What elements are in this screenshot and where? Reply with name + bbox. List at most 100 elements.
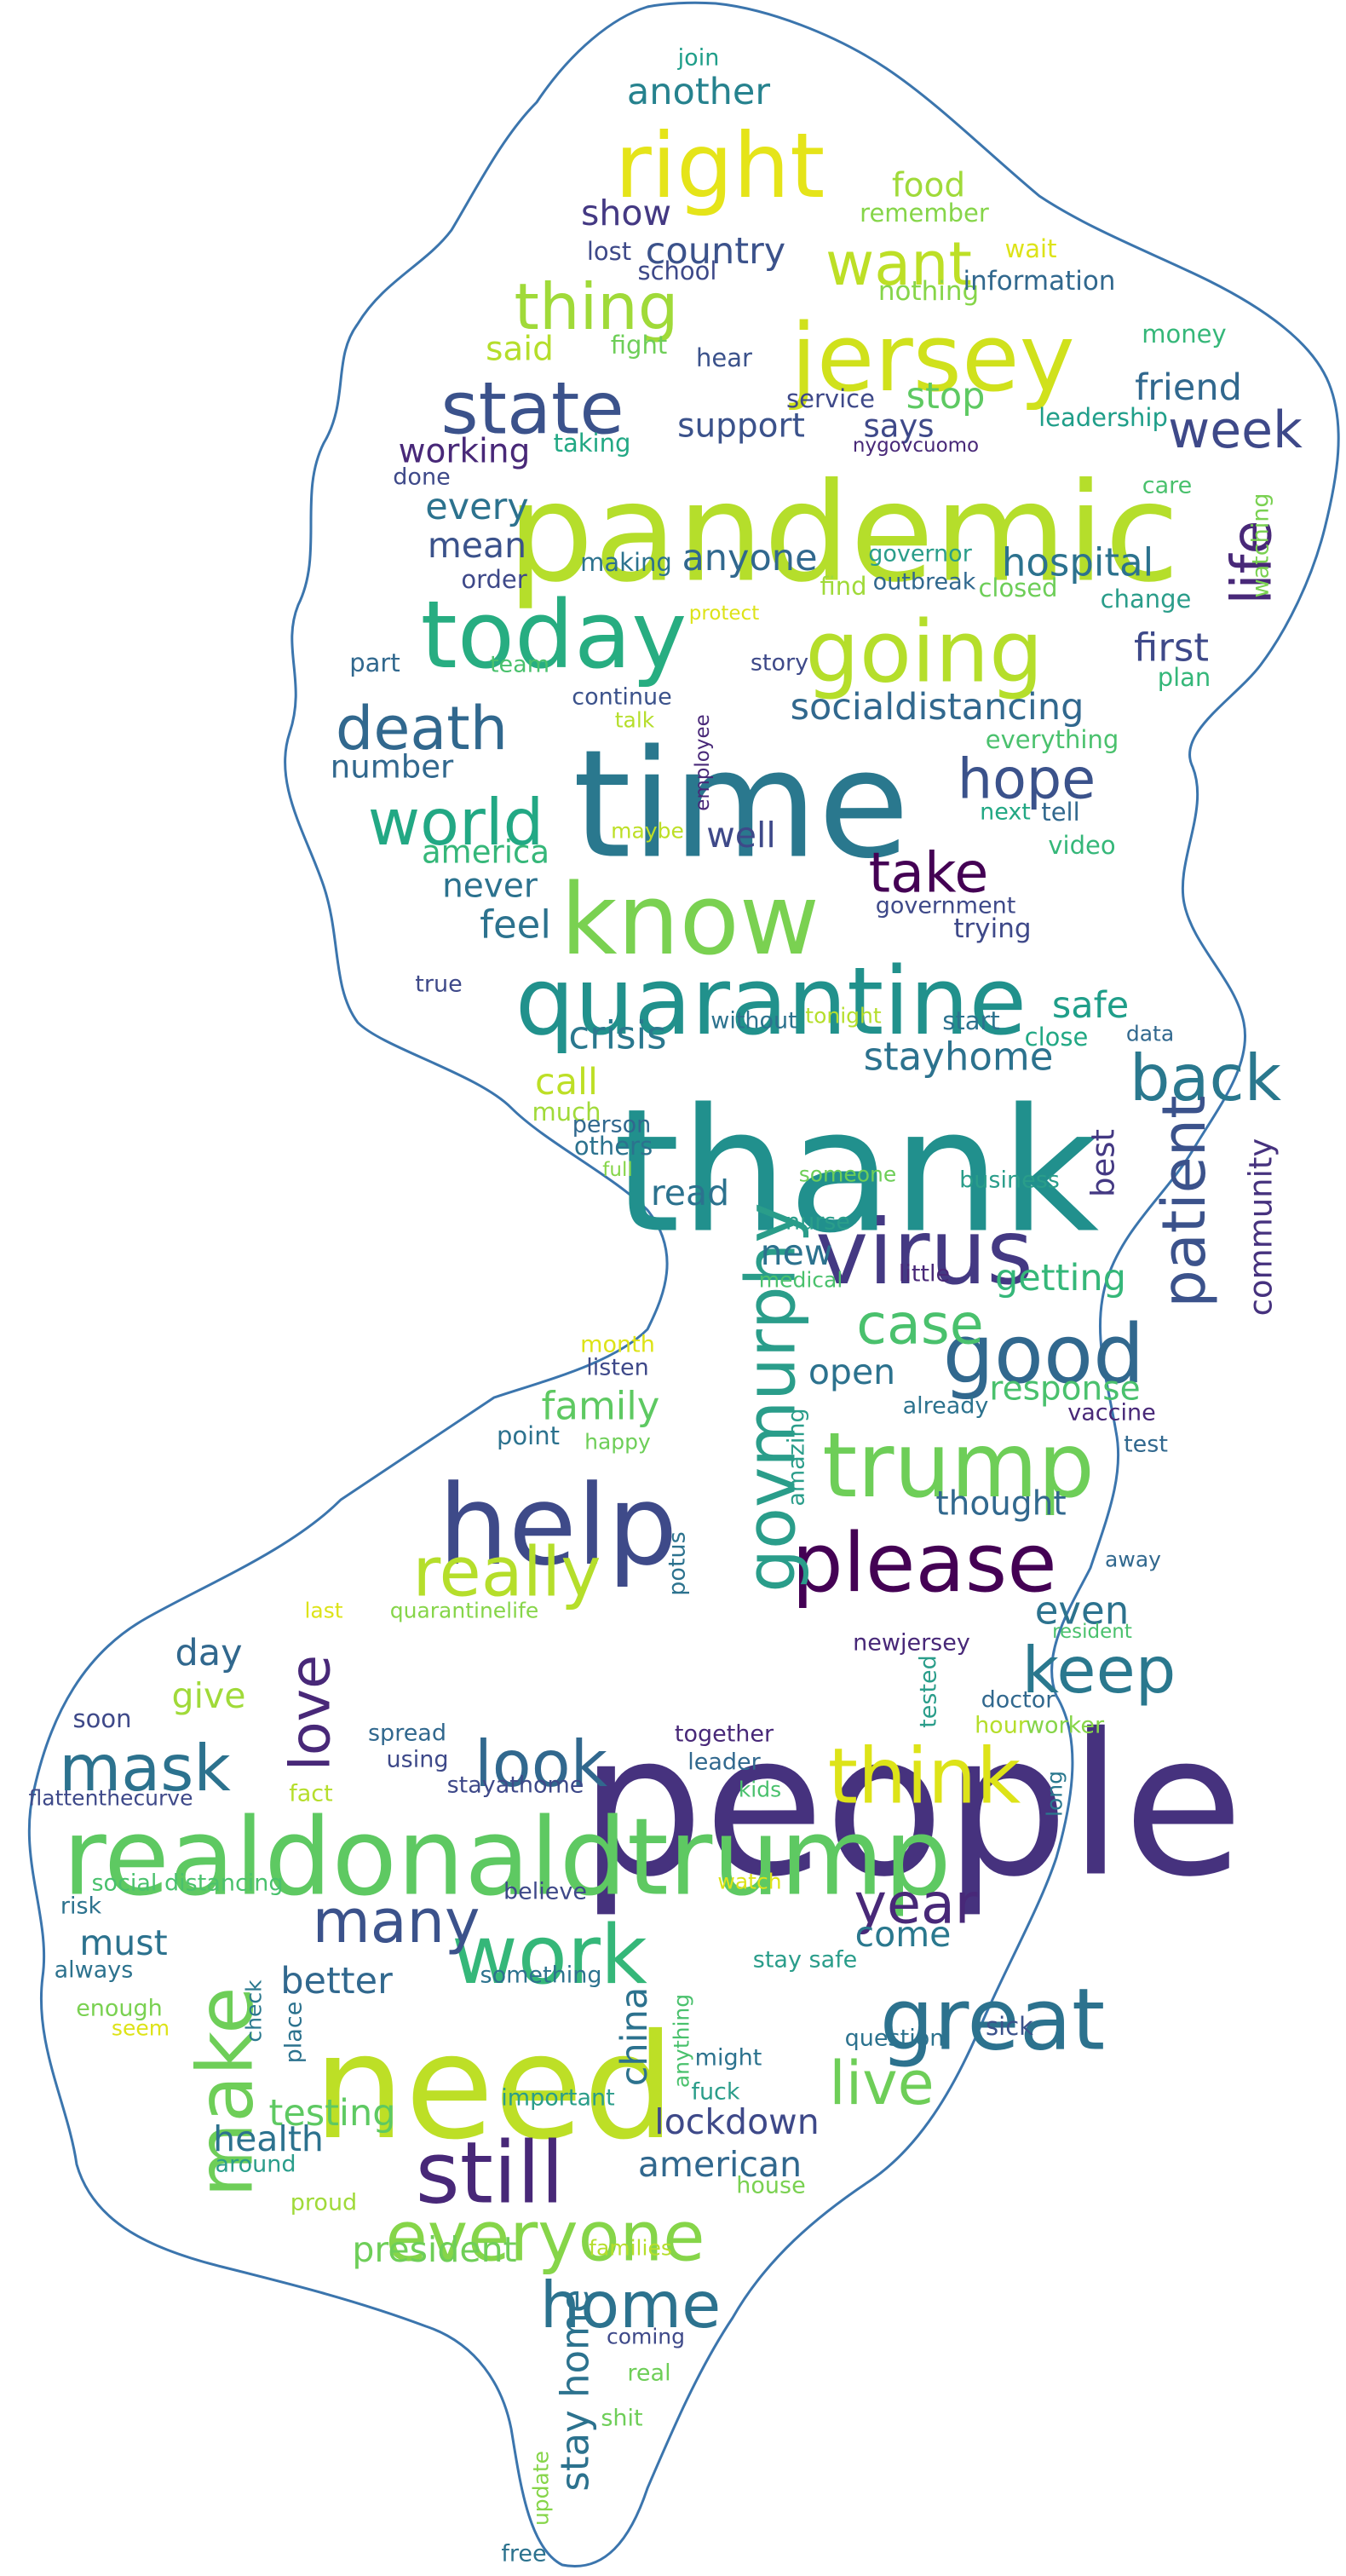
- cloud-word: mask: [59, 1731, 231, 1806]
- cloud-word: patient: [1149, 1095, 1219, 1307]
- cloud-word: keep: [1022, 1633, 1176, 1708]
- cloud-word: shit: [601, 2406, 642, 2432]
- cloud-word: house: [736, 2173, 805, 2199]
- cloud-word: without: [710, 1008, 797, 1034]
- cloud-word: death: [336, 694, 508, 764]
- cloud-word: give: [172, 1675, 246, 1716]
- cloud-word: employee: [692, 714, 714, 811]
- cloud-word: watch: [717, 1870, 781, 1894]
- cloud-word: test: [1124, 1432, 1168, 1458]
- cloud-word: join: [677, 45, 720, 72]
- cloud-word: spread: [368, 1720, 446, 1747]
- cloud-word: check: [242, 1980, 267, 2043]
- cloud-word: much: [532, 1098, 601, 1127]
- cloud-word: working: [399, 433, 531, 471]
- cloud-word: says: [863, 408, 934, 445]
- cloud-word: story: [751, 650, 808, 677]
- cloud-word: start: [942, 1006, 1000, 1035]
- cloud-word: many: [313, 1887, 480, 1956]
- cloud-word: care: [1142, 473, 1193, 499]
- cloud-word: coming: [607, 2325, 685, 2349]
- cloud-word: govmurphy: [732, 1202, 811, 1592]
- cloud-word: new: [761, 1232, 833, 1273]
- cloud-word: service: [786, 384, 875, 413]
- cloud-word: amazing: [784, 1408, 810, 1506]
- cloud-word: talk: [615, 708, 655, 733]
- cloud-word: food: [892, 167, 965, 205]
- cloud-word: everything: [986, 725, 1119, 754]
- cloud-word: question: [845, 2026, 945, 2052]
- cloud-word: vaccine: [1067, 1400, 1155, 1426]
- cloud-word: community: [1243, 1138, 1280, 1317]
- cloud-word: anyone: [682, 537, 817, 579]
- cloud-word: getting: [995, 1257, 1126, 1300]
- cloud-word: american: [638, 2144, 802, 2185]
- cloud-word: important: [501, 2085, 614, 2112]
- cloud-word: pandemic: [507, 453, 1179, 613]
- cloud-word: closed: [978, 573, 1057, 602]
- cloud-word: show: [581, 193, 671, 233]
- cloud-word: want: [825, 229, 972, 299]
- cloud-word: virus: [815, 1201, 1033, 1305]
- cloud-word: nygovcuomo: [853, 435, 979, 457]
- cloud-word: away: [1105, 1547, 1161, 1572]
- cloud-word: right: [615, 114, 825, 218]
- cloud-word: video: [1048, 831, 1115, 860]
- cloud-word: update: [529, 2451, 554, 2526]
- cloud-word: next: [980, 799, 1031, 826]
- cloud-word: listen: [586, 1355, 648, 1381]
- cloud-word: day: [175, 1632, 242, 1674]
- cloud-word: back: [1130, 1040, 1282, 1115]
- cloud-word: little: [899, 1261, 950, 1288]
- cloud-word: tested: [916, 1655, 942, 1728]
- cloud-word: social distancing: [91, 1870, 283, 1897]
- cloud-word: already: [903, 1393, 989, 1420]
- cloud-word: realdonaldtrump: [62, 1796, 951, 1920]
- cloud-word: find: [820, 572, 866, 601]
- cloud-word: enough: [76, 1996, 163, 2022]
- cloud-word: leadership: [1038, 403, 1168, 432]
- cloud-word: school: [638, 256, 717, 285]
- cloud-word: hospital: [1002, 540, 1153, 585]
- cloud-word: flattenthecurve: [29, 1786, 193, 1811]
- cloud-word: taking: [554, 429, 631, 458]
- cloud-word: safe: [1052, 984, 1129, 1027]
- cloud-word: need: [313, 2003, 676, 2172]
- cloud-word: support: [677, 407, 805, 446]
- cloud-word: life: [1221, 521, 1285, 605]
- new-jersey-outline: [27, 1, 1340, 2567]
- cloud-word: making: [580, 548, 672, 577]
- cloud-word: maybe: [611, 819, 684, 844]
- cloud-word: hear: [696, 343, 752, 372]
- cloud-word: stayathome: [447, 1772, 584, 1799]
- cloud-word: number: [331, 749, 454, 786]
- cloud-word: close: [1025, 1023, 1089, 1052]
- cloud-word: long: [1043, 1771, 1067, 1817]
- cloud-word: good: [943, 1308, 1145, 1402]
- cloud-word: response: [989, 1370, 1140, 1409]
- cloud-word: nothing: [878, 276, 979, 307]
- cloud-word: everyone: [386, 2198, 705, 2277]
- cloud-word: today: [421, 580, 687, 689]
- cloud-word: using: [387, 1747, 449, 1773]
- cloud-word: stop: [906, 375, 986, 418]
- cloud-word: feel: [480, 902, 551, 948]
- cloud-word: world: [368, 785, 544, 860]
- cloud-word: think: [828, 1732, 1021, 1822]
- cloud-word: open: [808, 1351, 895, 1392]
- cloud-word: first: [1134, 625, 1209, 671]
- cloud-word: full: [602, 1159, 632, 1181]
- cloud-word: part: [349, 648, 400, 677]
- cloud-word: together: [675, 1721, 774, 1748]
- cloud-word: make: [181, 1986, 271, 2197]
- cloud-word: lost: [587, 237, 631, 266]
- cloud-word: america: [422, 834, 549, 871]
- cloud-word: going: [805, 602, 1043, 702]
- cloud-word: always: [55, 1957, 134, 1984]
- cloud-word: thought: [935, 1485, 1066, 1524]
- cloud-word: fact: [289, 1781, 332, 1807]
- cloud-word: testing: [268, 2092, 395, 2135]
- cloud-word: trump: [822, 1414, 1095, 1518]
- cloud-word: leader: [687, 1749, 761, 1776]
- cloud-word: money: [1142, 320, 1226, 349]
